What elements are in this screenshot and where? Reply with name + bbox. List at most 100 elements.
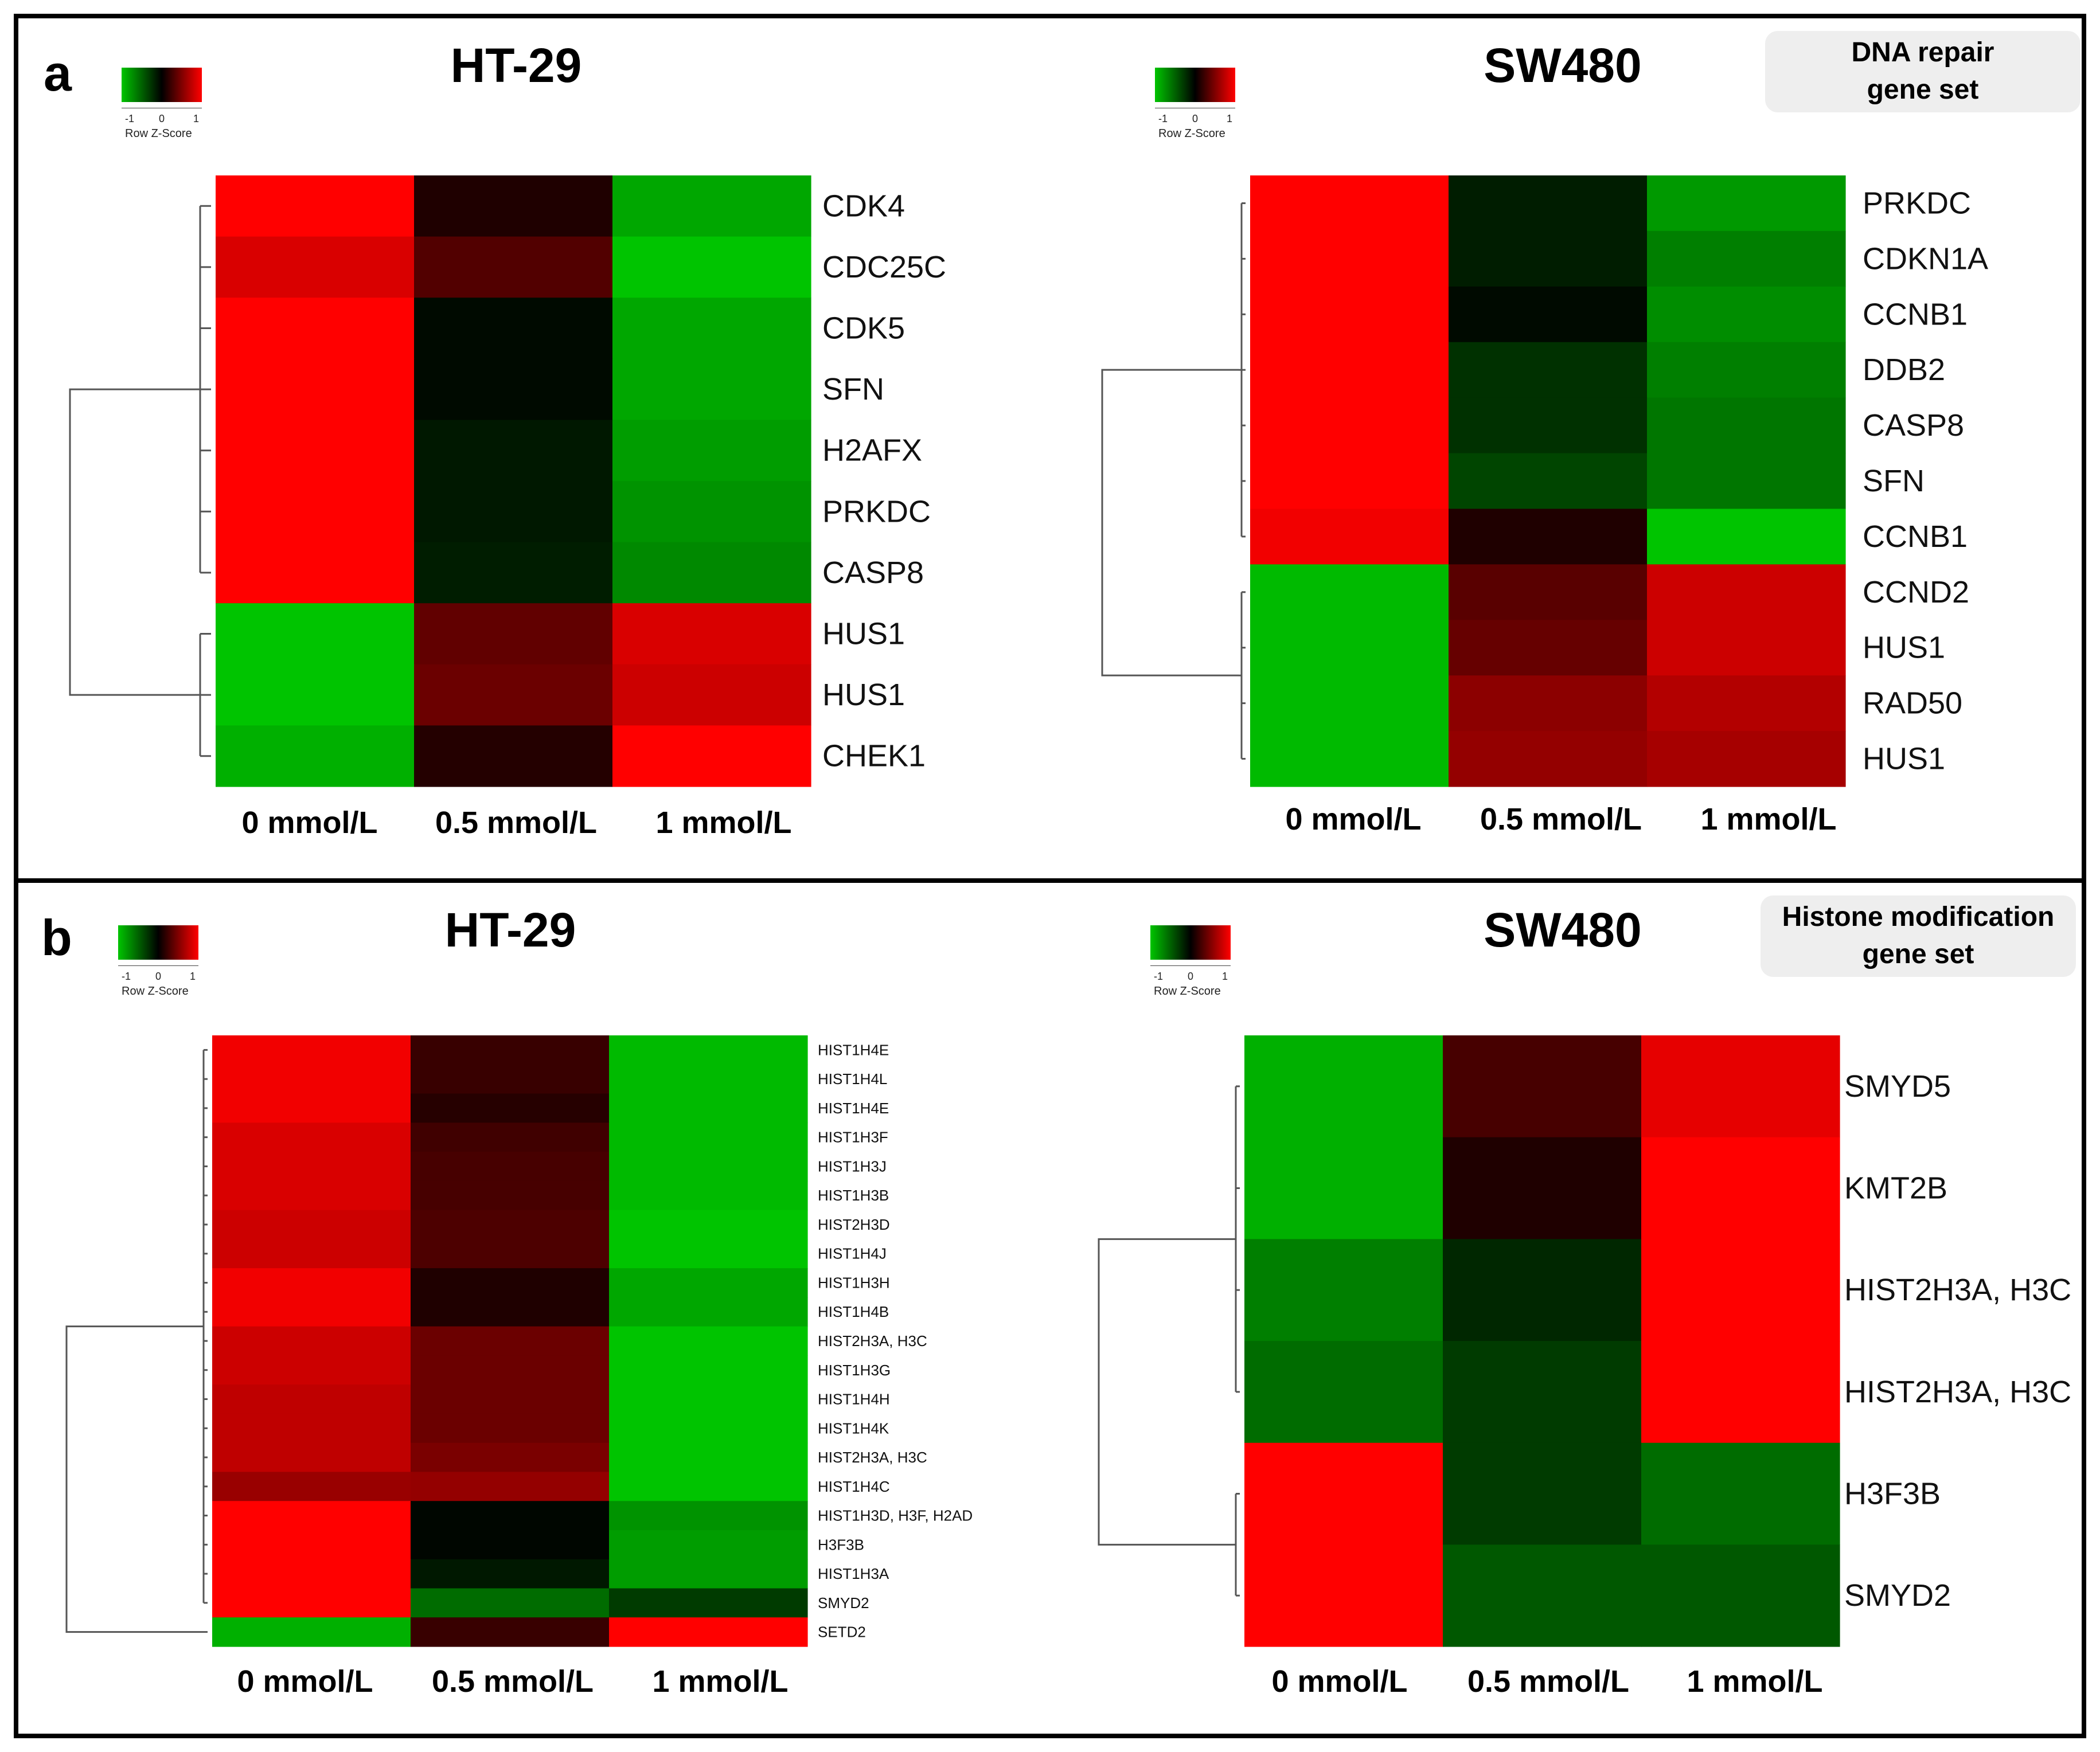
heatmap-cell <box>411 1385 610 1414</box>
heatmap-cell <box>411 1442 610 1473</box>
gene-label: HIST1H4L <box>818 1070 887 1088</box>
heatmap-cell <box>212 1588 411 1618</box>
heatmap-cell <box>1647 620 1846 676</box>
heatmap-cell <box>212 1123 411 1152</box>
heatmap-cell <box>609 1442 808 1473</box>
heatmap-cell <box>414 420 613 482</box>
gene-set-line: Histone modification <box>1782 902 2055 933</box>
gene-label: HIST1H4J <box>818 1245 887 1262</box>
heatmap-cell <box>1449 286 1648 343</box>
gene-label: HIST2H3A, H3C <box>818 1332 927 1350</box>
heatmap-cell <box>1250 342 1449 398</box>
heatmap-cell <box>1443 1341 1642 1444</box>
heatmap-cell <box>411 1093 610 1123</box>
gene-label: HUS1 <box>822 678 905 712</box>
heatmap-cell <box>212 1501 411 1531</box>
heatmap-cell <box>414 481 613 543</box>
color-scale-bar <box>1155 68 1235 102</box>
gene-label: HIST1H4C <box>818 1478 890 1495</box>
gene-label: PRKDC <box>822 494 931 529</box>
heatmap-cell <box>612 664 811 726</box>
legend-tick: 0 <box>1187 971 1194 982</box>
heatmap-cell <box>1449 397 1648 454</box>
heatmap-cell <box>212 1326 411 1356</box>
heatmap-cell <box>1647 509 1846 565</box>
heatmap-cell <box>411 1588 610 1618</box>
heatmap-cell <box>1244 1442 1443 1545</box>
gene-label: PRKDC <box>1863 186 1971 221</box>
heatmap-cell <box>216 358 415 420</box>
gene-label: CDK5 <box>822 311 905 346</box>
heatmap-cell <box>1449 620 1648 676</box>
heatmap-cell <box>609 1210 808 1239</box>
heatmap-cell <box>612 358 811 420</box>
heatmap-cell <box>1443 1442 1642 1545</box>
gene-label: HIST1H3B <box>818 1187 889 1204</box>
column-label: 0 mmol/L <box>241 805 378 840</box>
gene-label: HIST1H3J <box>818 1157 887 1175</box>
gene-label: SFN <box>822 372 884 406</box>
heatmap-cell <box>1250 675 1449 732</box>
heatmap-cell <box>609 1093 808 1123</box>
gene-label: HIST2H3D <box>818 1216 890 1233</box>
column-label: 0.5 mmol/L <box>1480 802 1642 836</box>
heatmap-cell <box>609 1588 808 1618</box>
heatmap-cell <box>609 1355 808 1385</box>
heatmap-cell <box>1647 453 1846 509</box>
gene-label: SMYD5 <box>1844 1069 1951 1104</box>
heatmap-cell <box>1244 1035 1443 1138</box>
heatmap-cell <box>216 664 415 726</box>
heatmap-cell <box>1641 1035 1840 1138</box>
heatmap-cell <box>1250 453 1449 509</box>
column-label: 0 mmol/L <box>1285 802 1422 836</box>
heatmap-cell <box>612 298 811 359</box>
heatmap-cell <box>212 1559 411 1589</box>
gene-label: HIST1H3D, H3F, H2AD <box>818 1507 973 1524</box>
heatmap-cell <box>411 1210 610 1239</box>
heatmap-cell <box>609 1239 808 1269</box>
heatmap-cell <box>609 1413 808 1444</box>
dendrogram-root <box>1098 1238 1233 1546</box>
legend-tick: 0 <box>158 113 165 124</box>
gene-set-badge: Histone modification gene set <box>1761 895 2076 977</box>
heatmap-cell <box>216 603 415 665</box>
heatmap-cell <box>609 1559 808 1589</box>
heatmap-cell <box>609 1268 808 1298</box>
color-scale-bar <box>122 68 202 102</box>
heatmap-cell <box>1641 1137 1840 1239</box>
gene-label: CASP8 <box>822 556 924 590</box>
gene-label: CDKN1A <box>1863 241 1988 276</box>
heatmap-cell <box>212 1413 411 1444</box>
heatmap-cell <box>411 1180 610 1211</box>
gene-label: DDB2 <box>1863 353 1945 387</box>
heatmap-cell <box>1647 675 1846 732</box>
heatmap-cell <box>212 1064 411 1094</box>
heatmap-cell <box>414 603 613 665</box>
heatmap-cell <box>411 1326 610 1356</box>
heatmap-cell <box>411 1472 610 1501</box>
heatmap-cell <box>216 481 415 543</box>
heatmap-cell <box>212 1093 411 1123</box>
gene-label: SMYD2 <box>818 1594 869 1612</box>
heatmap-cell <box>212 1617 411 1647</box>
column-label: 1 mmol/L <box>1700 802 1837 836</box>
heatmap-cell <box>1449 564 1648 620</box>
gene-label: HUS1 <box>822 617 905 651</box>
color-scale-legend: -1 0 1 Row Z-Score <box>1155 68 1247 154</box>
heatmap-cell <box>1250 731 1449 787</box>
gene-label: HIST1H4B <box>818 1303 889 1320</box>
legend-tick: 1 <box>1221 971 1228 982</box>
panel-letter: a <box>44 45 72 101</box>
gene-label: RAD50 <box>1863 686 1962 721</box>
heatmap-cell <box>411 1355 610 1385</box>
heatmap-cell <box>212 1210 411 1239</box>
legend-tick: 1 <box>193 113 200 124</box>
heatmap-cell <box>609 1326 808 1356</box>
heatmap-cell <box>212 1239 411 1269</box>
color-scale-legend: -1 0 1 Row Z-Score <box>122 68 213 154</box>
heatmap-cell <box>216 175 415 237</box>
heatmap-cell <box>609 1035 808 1065</box>
gene-set-line: DNA repair <box>1851 37 1994 68</box>
column-label: 1 mmol/L <box>652 1664 789 1699</box>
heatmap-cell <box>612 420 811 482</box>
